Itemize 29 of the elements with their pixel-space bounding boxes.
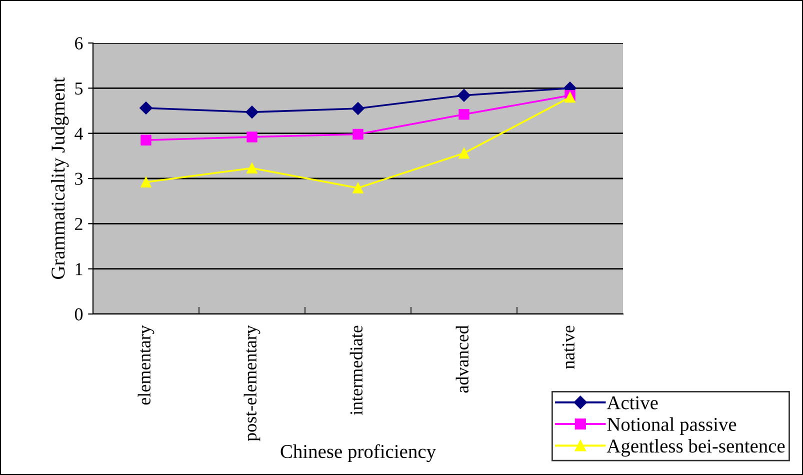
x-axis-title: Chinese proficiency xyxy=(280,444,436,462)
x-tick-label: advanced xyxy=(456,325,469,393)
y-tick-label: 1 xyxy=(76,263,82,276)
x-tick-label: elementary xyxy=(138,325,154,405)
x-tick-label: native xyxy=(562,326,575,369)
point xyxy=(458,148,470,159)
y-tick-label: 0 xyxy=(74,308,83,320)
y-axis-title: Grammaticality Judgment xyxy=(51,77,69,279)
y-tick-label: 3 xyxy=(75,172,83,185)
point xyxy=(140,134,152,146)
point xyxy=(246,162,258,174)
point xyxy=(246,132,258,142)
y-tick-label: 5 xyxy=(75,82,83,95)
point xyxy=(352,102,364,115)
y-tick-label: 4 xyxy=(74,128,83,140)
point xyxy=(352,182,364,194)
x-tick-label: intermediate xyxy=(350,326,363,415)
point xyxy=(352,128,364,140)
point xyxy=(246,106,258,119)
y-tick-label: 2 xyxy=(75,218,82,230)
point xyxy=(458,88,470,102)
point xyxy=(458,108,470,120)
x-tick-label: post-elementary xyxy=(244,325,260,442)
point xyxy=(140,176,152,188)
point xyxy=(140,102,152,114)
y-tick-label: 6 xyxy=(75,37,83,50)
legend-label: Agentless bei-sentence xyxy=(606,438,785,457)
legend-label: Active xyxy=(606,396,658,410)
legend-label: Notional passive xyxy=(607,417,736,435)
